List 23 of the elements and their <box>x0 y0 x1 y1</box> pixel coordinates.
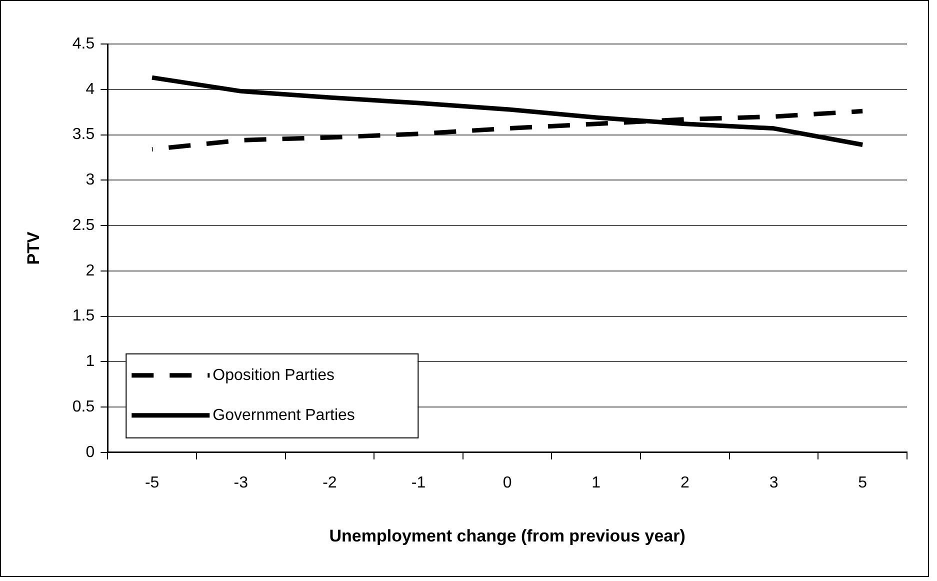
y-tick-label: 4.5 <box>72 35 95 52</box>
x-tick-label: 5 <box>858 474 868 492</box>
x-tick-label: 3 <box>769 474 778 492</box>
x-tick-label: -2 <box>322 474 337 492</box>
x-tick-label: -5 <box>144 474 160 492</box>
y-tick-label: 3 <box>86 172 95 189</box>
x-tick-label: 1 <box>592 474 601 492</box>
y-axis-title: PTV <box>24 231 43 265</box>
legend-label: Government Parties <box>212 406 355 424</box>
y-tick-label: 0 <box>86 444 95 461</box>
x-tick-label: 0 <box>502 474 512 492</box>
legend-label: Oposition Parties <box>212 366 334 384</box>
x-axis-title: Unemployment change (from previous year) <box>329 526 686 546</box>
y-tick-label: 3.5 <box>72 126 95 144</box>
y-tick-label: 2.5 <box>72 216 95 234</box>
y-tick-label: 2 <box>86 262 95 280</box>
x-tick-label: 2 <box>680 474 690 492</box>
y-tick-label: 4 <box>86 80 95 98</box>
x-tick-label: -3 <box>234 474 248 492</box>
y-tick-label: 1 <box>86 353 95 370</box>
y-tick-label: 0.5 <box>72 398 95 416</box>
x-tick-label: -1 <box>411 474 426 492</box>
y-tick-label: 1.5 <box>72 308 95 325</box>
